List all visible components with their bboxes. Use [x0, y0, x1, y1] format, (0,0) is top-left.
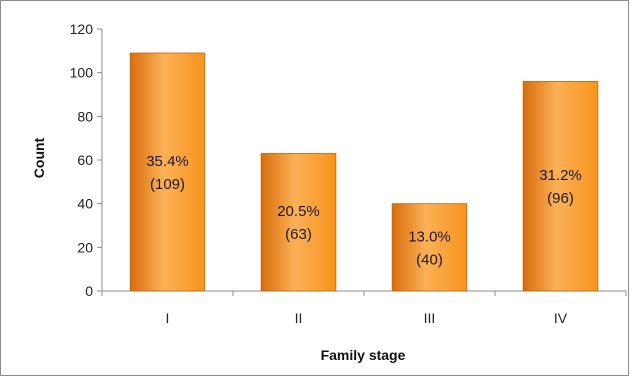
- bar-III: [391, 203, 468, 292]
- bar-percent-label: 31.2%: [539, 167, 582, 184]
- y-tick-label: 80: [77, 108, 93, 124]
- y-axis-title: Count: [31, 137, 47, 178]
- x-axis-title: Family stage: [321, 347, 406, 363]
- bar-value-labels: 35.4% (109) 20.5% (63) 13.0% (40) 31.2% (96): [146, 153, 582, 268]
- y-tick-label: 20: [77, 239, 93, 255]
- bar-percent-label: 20.5%: [277, 203, 320, 220]
- y-tick-label: 60: [77, 152, 93, 168]
- bar-count-label: (40): [416, 251, 443, 268]
- x-axis: I II III IV: [101, 290, 627, 326]
- y-axis: 0 20 40 60 80 100 120: [70, 21, 103, 299]
- x-tick-label: II: [295, 310, 303, 326]
- bar-count-label: (63): [285, 226, 312, 243]
- bar-count-label: (96): [547, 190, 574, 207]
- x-tick-label: IV: [554, 310, 568, 326]
- bar-IV: [522, 81, 599, 292]
- chart-area: 0 20 40 60 80 100 120 I II III IV 35.4% (109) 20.5%…: [0, 0, 629, 376]
- y-tick-label: 0: [85, 283, 93, 299]
- bar-I: [129, 52, 206, 292]
- y-tick-label: 100: [70, 65, 94, 81]
- y-tick-label: 40: [77, 196, 93, 212]
- bars: [129, 52, 599, 292]
- x-tick-label: III: [424, 310, 436, 326]
- bar-II: [260, 153, 337, 292]
- y-tick-label: 120: [70, 21, 94, 37]
- x-tick-label: I: [166, 310, 170, 326]
- bar-count-label: (109): [150, 176, 185, 193]
- bar-percent-label: 13.0%: [408, 228, 451, 245]
- bar-percent-label: 35.4%: [146, 153, 189, 170]
